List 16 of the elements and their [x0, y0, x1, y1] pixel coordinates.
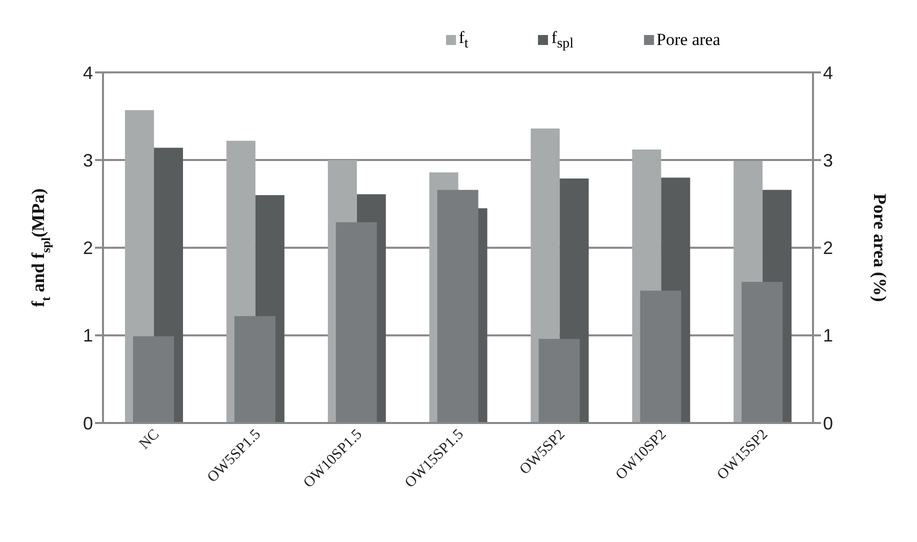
- y2-tick-label: 4: [823, 62, 834, 83]
- x-tick-label: NC: [136, 426, 163, 453]
- y2-tick-label: 3: [823, 150, 834, 170]
- legend-label: f$_{t}$: [458, 28, 468, 52]
- y-tick-label: 1: [82, 326, 93, 346]
- y2-axis-title: Pore area (%): [870, 194, 890, 302]
- legend-label: Pore area: [656, 30, 720, 50]
- y2-tick-label: 1: [823, 326, 834, 346]
- y-tick-label: 2: [82, 238, 93, 258]
- legend-label: f$_{spl}$: [551, 28, 574, 52]
- y-tick-label: 3: [82, 150, 93, 170]
- y-tick-label: 0: [82, 413, 93, 434]
- y-tick-label: 4: [82, 62, 93, 83]
- bar: [133, 336, 174, 423]
- y2-tick-label: 2: [823, 238, 834, 258]
- y2-tick-label: 0: [823, 413, 834, 434]
